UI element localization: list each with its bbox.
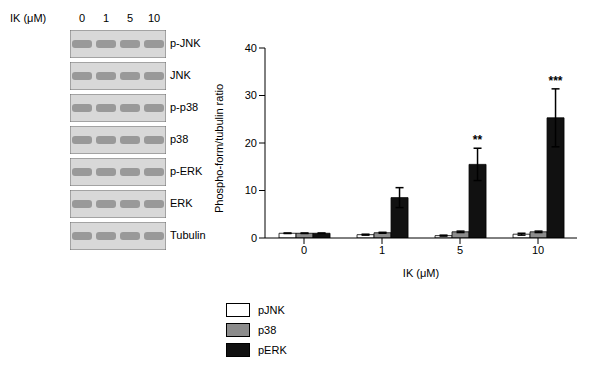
html-text:IK (μM): IK (μM) (10, 12, 47, 24)
html-text:p-p38: p-p38 (170, 101, 199, 113)
svg-text:***: *** (549, 74, 563, 88)
svg-text:IK (μM): IK (μM) (403, 267, 439, 279)
html-text:pJNK: pJNK (258, 304, 285, 316)
html-text:5: 5 (126, 12, 134, 24)
html-text:10: 10 (147, 12, 161, 24)
html-text:p38: p38 (258, 324, 277, 336)
svg-text:Phospho-form/tubulin ratio: Phospho-form/tubulin ratio (213, 84, 225, 213)
svg-text:40: 40 (245, 42, 257, 54)
html-text:1: 1 (102, 12, 110, 24)
html-text:Tubulin: Tubulin (170, 229, 206, 241)
svg-text:5: 5 (457, 244, 463, 256)
html-text:p38: p38 (170, 133, 189, 145)
html-text:JNK: JNK (170, 69, 191, 81)
html-text:pERK: pERK (258, 344, 287, 356)
html-text:p-JNK: p-JNK (170, 37, 201, 49)
svg-text:20: 20 (245, 137, 257, 149)
html-text:ERK: ERK (170, 197, 193, 209)
html-text:0: 0 (78, 12, 86, 24)
svg-text:0: 0 (301, 244, 307, 256)
svg-text:**: ** (473, 133, 483, 147)
svg-text:10: 10 (532, 244, 544, 256)
svg-text:30: 30 (245, 89, 257, 101)
svg-text:10: 10 (245, 184, 257, 196)
svg-text:0: 0 (251, 232, 257, 244)
svg-text:1: 1 (379, 244, 385, 256)
html-text:p-ERK: p-ERK (170, 165, 203, 177)
